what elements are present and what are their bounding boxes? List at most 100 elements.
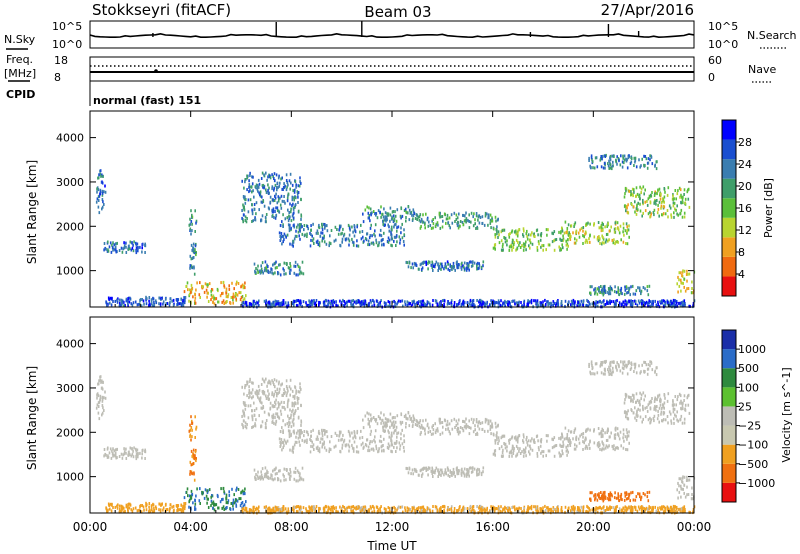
scatter-cell xyxy=(382,425,385,429)
scatter-cell xyxy=(530,507,533,511)
scatter-cell xyxy=(249,395,251,399)
scatter-cell xyxy=(241,422,243,426)
scatter-cell xyxy=(201,491,204,495)
scatter-cell xyxy=(189,222,192,226)
scatter-cell xyxy=(587,510,589,514)
scatter-cell xyxy=(407,417,409,421)
scatter-cell xyxy=(103,242,106,245)
scatter-cell xyxy=(271,391,274,395)
scatter-cell xyxy=(343,506,346,509)
scatter-cell xyxy=(206,283,208,287)
scatter-cell xyxy=(472,466,474,470)
scatter-cell xyxy=(99,375,102,379)
scatter-cell xyxy=(317,449,320,452)
scatter-cell xyxy=(353,228,356,232)
scatter-cell xyxy=(655,167,658,171)
scatter-cell xyxy=(498,233,500,237)
scatter-cell xyxy=(367,445,370,449)
scatter-cell xyxy=(272,469,274,473)
scatter-cell xyxy=(478,504,481,508)
scatter-cell xyxy=(667,186,670,190)
scatter-cell xyxy=(435,222,438,226)
scatter-cell xyxy=(212,300,214,304)
scatter-cell xyxy=(529,238,531,242)
scatter-cell xyxy=(251,190,253,194)
scatter-cell xyxy=(287,183,289,187)
scatter-cell xyxy=(600,301,603,305)
scatter-cell xyxy=(254,218,256,221)
scatter-cell xyxy=(390,243,392,247)
scatter-cell xyxy=(281,426,283,430)
scatter-cell xyxy=(500,239,503,243)
scatter-cell xyxy=(382,421,385,425)
scatter-cell xyxy=(603,241,605,245)
scatter-cell xyxy=(362,426,365,430)
scatter-cell xyxy=(372,448,375,452)
scatter-cell xyxy=(618,507,621,511)
scatter-cell xyxy=(595,302,597,306)
scatter-cell xyxy=(291,401,294,405)
scatter-cell xyxy=(323,440,325,444)
scatter-cell xyxy=(125,505,128,509)
scatter-cell xyxy=(652,505,654,509)
scatter-cell xyxy=(272,263,274,267)
scatter-cell xyxy=(437,475,439,478)
colorbar-segment xyxy=(722,276,736,296)
scatter-cell xyxy=(339,505,341,509)
scatter-cell xyxy=(636,205,638,209)
scatter-cell xyxy=(632,292,635,296)
scatter-cell xyxy=(363,239,365,243)
scatter-cell xyxy=(475,433,477,436)
scatter-cell xyxy=(558,230,560,234)
scatter-cell xyxy=(256,184,259,187)
scatter-cell xyxy=(390,237,393,241)
scatter-cell xyxy=(347,237,350,241)
scatter-cell xyxy=(356,431,358,435)
scatter-cell xyxy=(453,507,456,510)
scatter-cell xyxy=(628,286,631,290)
scatter-cell xyxy=(204,488,207,492)
scatter-cell xyxy=(267,175,269,179)
scatter-cell xyxy=(624,204,626,208)
scatter-cell xyxy=(408,218,411,222)
scatter-cell xyxy=(189,470,192,474)
scatter-cell xyxy=(388,238,391,242)
scatter-cell xyxy=(647,510,649,514)
scatter-cell xyxy=(501,229,504,233)
scatter-cell xyxy=(430,226,433,230)
scatter-cell xyxy=(289,421,291,425)
scatter-cell xyxy=(269,401,272,405)
scatter-cell xyxy=(475,420,478,424)
scatter-cell xyxy=(104,246,106,250)
scatter-cell xyxy=(342,234,345,238)
scatter-cell xyxy=(194,248,196,252)
scatter-cell xyxy=(310,505,313,509)
scatter-cell xyxy=(427,260,430,264)
scatter-cell xyxy=(296,431,298,435)
scatter-cell xyxy=(132,249,135,253)
scatter-cell xyxy=(607,290,609,294)
scatter-cell xyxy=(354,436,357,440)
scatter-cell xyxy=(467,471,470,475)
scatter-cell xyxy=(254,216,256,220)
scatter-cell xyxy=(278,263,280,267)
scatter-cell xyxy=(362,508,364,512)
scatter-cell xyxy=(298,478,301,482)
scatter-cell xyxy=(333,506,336,510)
scatter-cell xyxy=(438,211,441,215)
scatter-cell xyxy=(96,197,99,201)
scatter-cell xyxy=(621,160,624,164)
scatter-cell xyxy=(584,240,587,244)
scatter-cell xyxy=(456,430,459,434)
scatter-cell xyxy=(390,225,393,229)
scatter-cell xyxy=(606,507,608,511)
scatter-cell xyxy=(679,507,681,511)
scatter-cell xyxy=(295,479,297,483)
scatter-cell xyxy=(129,296,131,300)
scatter-cell xyxy=(294,470,297,474)
scatter-cell xyxy=(628,154,630,158)
scatter-cell xyxy=(675,300,678,303)
scatter-cell xyxy=(143,508,145,512)
scatter-cell xyxy=(191,454,193,458)
scatter-cell xyxy=(381,449,383,453)
